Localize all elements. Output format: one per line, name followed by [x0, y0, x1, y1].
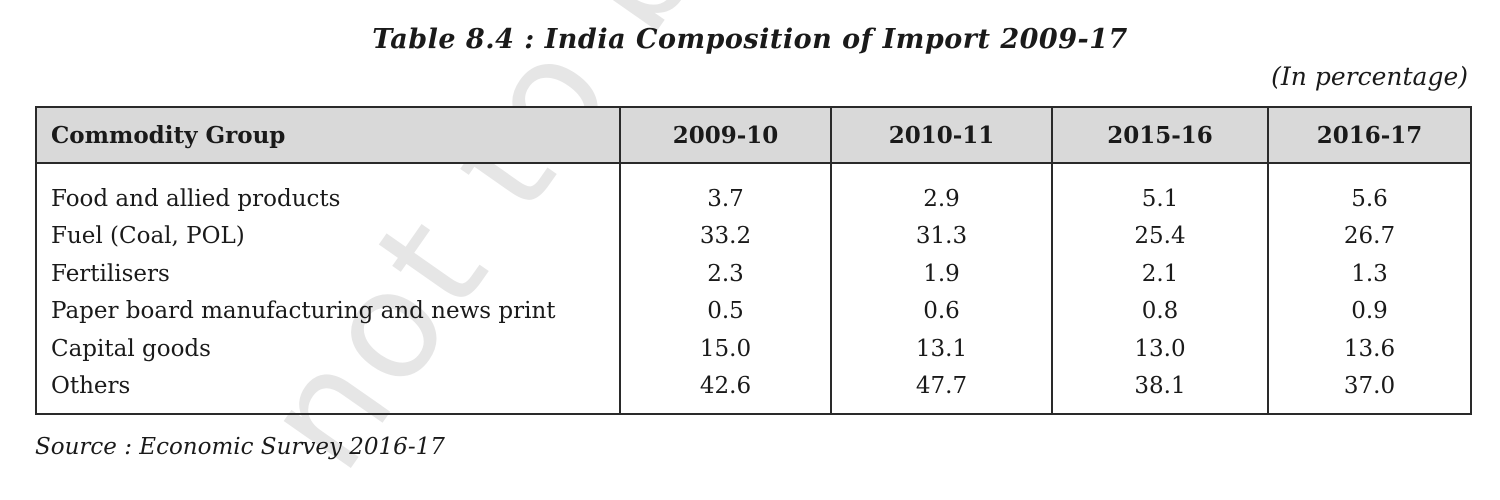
cell-value: 2.3	[619, 255, 832, 293]
header-2016-17: 2016-17	[1267, 106, 1472, 164]
cell-value: 13.6	[1267, 330, 1472, 368]
cell-value: 47.7	[830, 367, 1053, 414]
source-note: Source : Economic Survey 2016-17	[35, 434, 445, 460]
cell-value: 1.3	[1267, 255, 1472, 293]
cell-value: 26.7	[1267, 217, 1472, 255]
row-label: Paper board manufacturing and news print	[35, 292, 621, 330]
cell-value: 0.9	[1267, 292, 1472, 330]
row-label: Fuel (Coal, POL)	[35, 217, 621, 255]
cell-value: 0.6	[830, 292, 1053, 330]
table-row: Capital goods 15.0 13.1 13.0 13.6	[35, 330, 1472, 368]
import-composition-table: Commodity Group 2009-10 2010-11 2015-16 …	[35, 106, 1472, 415]
unit-note: (In percentage)	[1271, 62, 1468, 91]
row-label: Capital goods	[35, 330, 621, 368]
cell-value: 2.1	[1051, 255, 1269, 293]
cell-value: 0.5	[619, 292, 832, 330]
cell-value: 38.1	[1051, 367, 1269, 414]
cell-value: 31.3	[830, 217, 1053, 255]
cell-value: 5.6	[1267, 163, 1472, 218]
table-row: Fuel (Coal, POL) 33.2 31.3 25.4 26.7	[35, 217, 1472, 255]
header-commodity-group: Commodity Group	[35, 106, 621, 164]
cell-value: 1.9	[830, 255, 1053, 293]
table-row: Food and allied products 3.7 2.9 5.1 5.6	[35, 163, 1472, 218]
header-2009-10: 2009-10	[619, 106, 832, 164]
cell-value: 42.6	[619, 367, 832, 414]
table-row: Fertilisers 2.3 1.9 2.1 1.3	[35, 255, 1472, 293]
cell-value: 13.1	[830, 330, 1053, 368]
cell-value: 37.0	[1267, 367, 1472, 414]
cell-value: 15.0	[619, 330, 832, 368]
cell-value: 33.2	[619, 217, 832, 255]
cell-value: 2.9	[830, 163, 1053, 218]
cell-value: 3.7	[619, 163, 832, 218]
table-title: Table 8.4 : India Composition of Import …	[372, 24, 1128, 55]
header-2010-11: 2010-11	[830, 106, 1053, 164]
cell-value: 0.8	[1051, 292, 1269, 330]
row-label: Others	[35, 367, 621, 414]
header-row: Commodity Group 2009-10 2010-11 2015-16 …	[35, 106, 1472, 164]
cell-value: 13.0	[1051, 330, 1269, 368]
table-row: Others 42.6 47.7 38.1 37.0	[35, 367, 1472, 414]
row-label: Fertilisers	[35, 255, 621, 293]
row-label: Food and allied products	[35, 163, 621, 218]
cell-value: 25.4	[1051, 217, 1269, 255]
cell-value: 5.1	[1051, 163, 1269, 218]
header-2015-16: 2015-16	[1051, 106, 1269, 164]
table-row: Paper board manufacturing and news print…	[35, 292, 1472, 330]
